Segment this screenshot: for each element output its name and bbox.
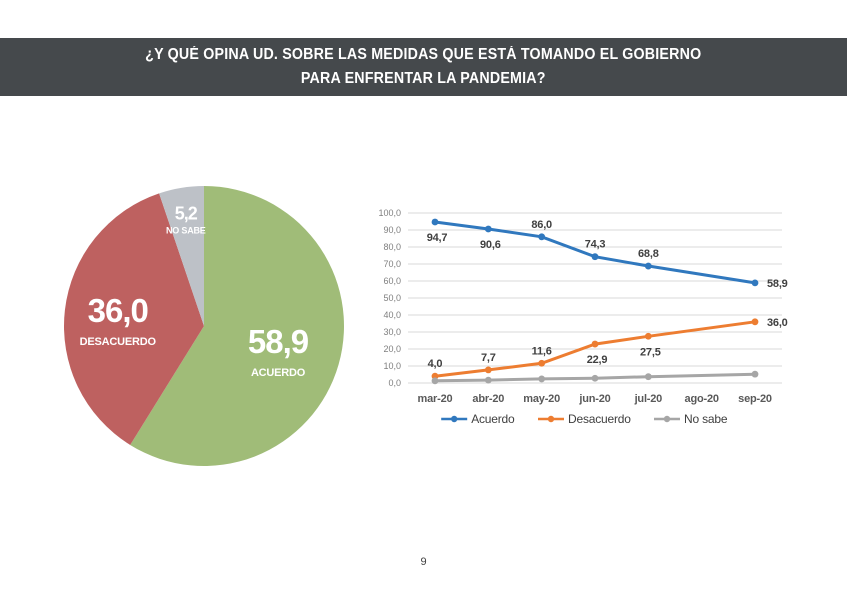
data-label-desacuerdo: 7,7	[481, 352, 496, 364]
legend-label-desacuerdo: Desacuerdo	[568, 412, 631, 426]
x-tick-label: mar-20	[418, 393, 453, 405]
data-point-acuerdo	[431, 218, 439, 226]
line-series-no-sabe	[433, 372, 757, 383]
data-point-desacuerdo	[644, 332, 652, 340]
data-label-desacuerdo: 36,0	[767, 317, 788, 329]
question-banner: ¿Y QUÉ OPINA UD. SOBRE LAS MEDIDAS QUE E…	[0, 38, 847, 96]
y-tick-label: 20,0	[383, 344, 401, 354]
data-label-desacuerdo: 11,6	[532, 345, 552, 357]
line-series-acuerdo	[433, 220, 757, 285]
legend-marker-acuerdo	[451, 415, 458, 423]
data-label-desacuerdo: 22,9	[587, 354, 608, 366]
data-point-acuerdo	[591, 253, 599, 261]
question-title-line1: ¿Y QUÉ OPINA UD. SOBRE LAS MEDIDAS QUE E…	[145, 45, 702, 63]
legend-marker-no-sabe	[663, 415, 671, 423]
y-tick-label: 80,0	[383, 242, 401, 252]
pie-slice-no-sabe	[159, 186, 204, 326]
question-title: ¿Y QUÉ OPINA UD. SOBRE LAS MEDIDAS QUE E…	[145, 43, 701, 91]
data-point-desacuerdo	[484, 366, 492, 374]
line-series-desacuerdo	[433, 320, 757, 378]
legend-label-no-sabe: No sabe	[684, 412, 728, 426]
y-tick-label: 30,0	[383, 327, 401, 337]
question-title-line2: PARA ENFRENTAR LA PANDEMIA?	[301, 70, 546, 87]
pie-slice-label-acuerdo: ACUERDO	[251, 367, 306, 379]
legend-marker-desacuerdo	[547, 415, 555, 423]
x-tick-label: sep-20	[738, 393, 772, 405]
data-label-acuerdo: 58,9	[767, 278, 788, 290]
data-point-no-sabe	[591, 374, 599, 382]
data-label-desacuerdo: 27,5	[640, 346, 661, 358]
data-label-desacuerdo: 4,0	[428, 358, 443, 370]
y-tick-label: 90,0	[383, 225, 401, 235]
x-tick-label: jul-20	[634, 393, 663, 405]
pie-slice-desacuerdo	[63, 193, 205, 445]
data-point-desacuerdo	[538, 359, 546, 367]
data-point-acuerdo	[484, 225, 492, 233]
pie-slice-label-no-sabe: NO SABE	[166, 225, 206, 235]
data-label-acuerdo: 68,8	[638, 248, 659, 260]
y-tick-label: 50,0	[383, 293, 401, 303]
pie-slice-value-desacuerdo: 36,0	[88, 292, 148, 329]
y-tick-label: 100,0	[378, 208, 401, 218]
data-point-no-sabe	[431, 377, 439, 385]
data-point-acuerdo	[538, 233, 546, 241]
y-tick-label: 60,0	[383, 276, 401, 286]
pie-slice-value-acuerdo: 58,9	[248, 323, 309, 360]
data-point-no-sabe	[644, 373, 652, 381]
pie-slice-acuerdo	[130, 186, 345, 466]
data-point-acuerdo	[644, 262, 652, 270]
data-point-acuerdo	[751, 279, 759, 287]
data-point-no-sabe	[484, 376, 492, 384]
pie-slice-label-desacuerdo: DESACUERDO	[80, 336, 157, 348]
y-tick-label: 40,0	[383, 310, 401, 320]
data-point-no-sabe	[538, 375, 546, 383]
pie-slice-value-no-sabe: 5,2	[175, 203, 198, 223]
data-label-acuerdo: 74,3	[585, 239, 606, 251]
x-tick-label: abr-20	[472, 393, 504, 405]
pie-chart-opinion: 58,9 ACUERDO 36,0 DESACUERDO 5,2 NO SABE	[63, 186, 345, 466]
line-chart-opinion-trend: 0,0 10,0 20,0 30,0 40,0 50,0 60,0 70,0 80,0 90,0 1…	[378, 208, 788, 426]
data-point-no-sabe	[751, 370, 759, 378]
y-tick-label: 0,0	[388, 378, 401, 388]
data-point-desacuerdo	[591, 340, 599, 348]
data-label-acuerdo: 94,7	[427, 232, 448, 244]
y-tick-label: 70,0	[383, 259, 401, 269]
x-tick-label: may-20	[523, 393, 560, 405]
page-number: 9	[420, 556, 427, 568]
data-label-acuerdo: 90,6	[480, 239, 501, 251]
x-tick-label: ago-20	[685, 393, 719, 405]
data-point-desacuerdo	[751, 318, 759, 326]
x-tick-label: jun-20	[578, 393, 610, 405]
legend-label-acuerdo: Acuerdo	[471, 412, 515, 426]
data-label-acuerdo: 86,0	[531, 219, 552, 231]
y-tick-label: 10,0	[383, 361, 401, 371]
